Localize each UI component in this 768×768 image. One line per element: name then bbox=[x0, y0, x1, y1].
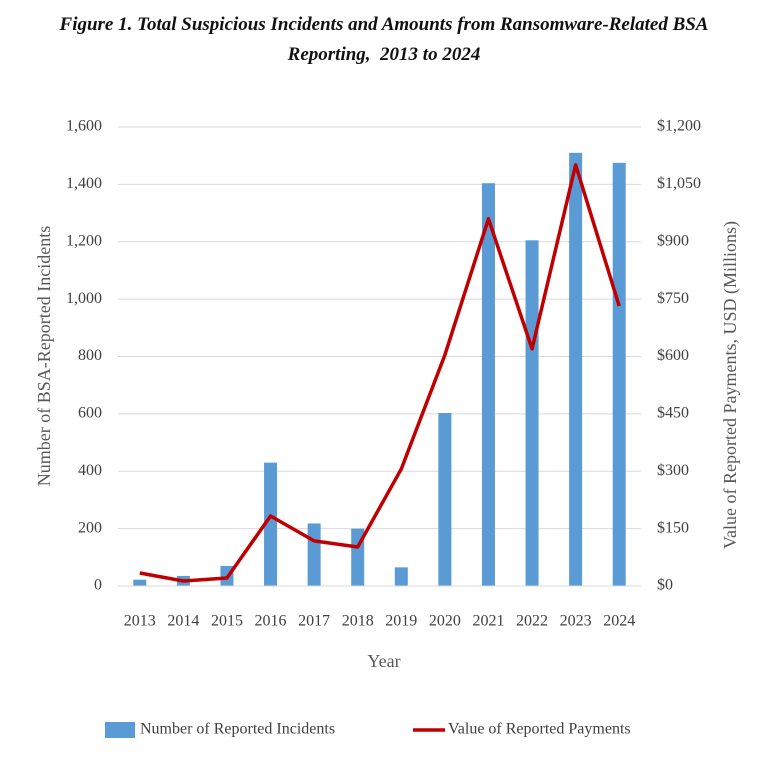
x-tick-label: 2019 bbox=[385, 613, 417, 630]
x-tick-label: 2024 bbox=[603, 613, 635, 630]
bar bbox=[481, 183, 495, 587]
x-tick-label: 2018 bbox=[342, 613, 374, 630]
x-tick-label: 2020 bbox=[429, 613, 461, 630]
line bbox=[139, 163, 621, 583]
bar bbox=[525, 240, 539, 587]
y-tick-label: 1,400 bbox=[66, 175, 102, 192]
y2-tick-label: $600 bbox=[657, 347, 689, 364]
y2-tick-label: $150 bbox=[657, 519, 689, 536]
y-tick-label: 800 bbox=[78, 347, 102, 364]
legend-swatch bbox=[105, 722, 135, 738]
y-tick-label: 1,600 bbox=[66, 118, 102, 135]
x-tick-label: 2021 bbox=[472, 613, 504, 630]
y-tick-label: 600 bbox=[78, 405, 102, 422]
y2-tick-label: $900 bbox=[657, 232, 689, 249]
bar bbox=[438, 413, 452, 586]
x-tick-label: 2023 bbox=[560, 613, 592, 630]
bar bbox=[569, 152, 583, 586]
y2-tick-label: $750 bbox=[657, 290, 689, 307]
y-tick-label: 400 bbox=[78, 462, 102, 479]
bar bbox=[133, 579, 147, 586]
y2-tick-label: $450 bbox=[657, 405, 689, 422]
x-tick-label: 2017 bbox=[298, 613, 330, 630]
y-tick-label: 1,200 bbox=[66, 232, 102, 249]
bar bbox=[612, 162, 626, 586]
x-tick-label: 2013 bbox=[124, 613, 156, 630]
legend-label: Number of Reported Incidents bbox=[140, 721, 335, 738]
chart-title: Figure 1. Total Suspicious Incidents and… bbox=[59, 14, 714, 65]
y-tick-label: 200 bbox=[78, 519, 102, 536]
y-axis-title: Number of BSA-Reported Incidents bbox=[34, 226, 54, 486]
x-tick-label: 2016 bbox=[255, 613, 287, 630]
y2-axis-title: Value of Reported Payments, USD (Million… bbox=[720, 221, 741, 549]
x-tick-label: 2022 bbox=[516, 613, 548, 630]
x-tick-label: 2014 bbox=[167, 613, 199, 630]
x-axis-title: Year bbox=[367, 651, 400, 671]
x-tick-label: 2015 bbox=[211, 613, 243, 630]
y2-tick-label: $0 bbox=[657, 577, 673, 594]
legend-label: Value of Reported Payments bbox=[448, 721, 631, 738]
y-tick-label: 1,000 bbox=[66, 290, 102, 307]
bar bbox=[264, 462, 278, 586]
y2-tick-label: $300 bbox=[657, 462, 689, 479]
y2-tick-label: $1,200 bbox=[657, 118, 701, 135]
bar bbox=[394, 567, 408, 586]
bar bbox=[307, 523, 321, 586]
y-tick-label: 0 bbox=[94, 577, 102, 594]
y2-tick-label: $1,050 bbox=[657, 175, 701, 192]
